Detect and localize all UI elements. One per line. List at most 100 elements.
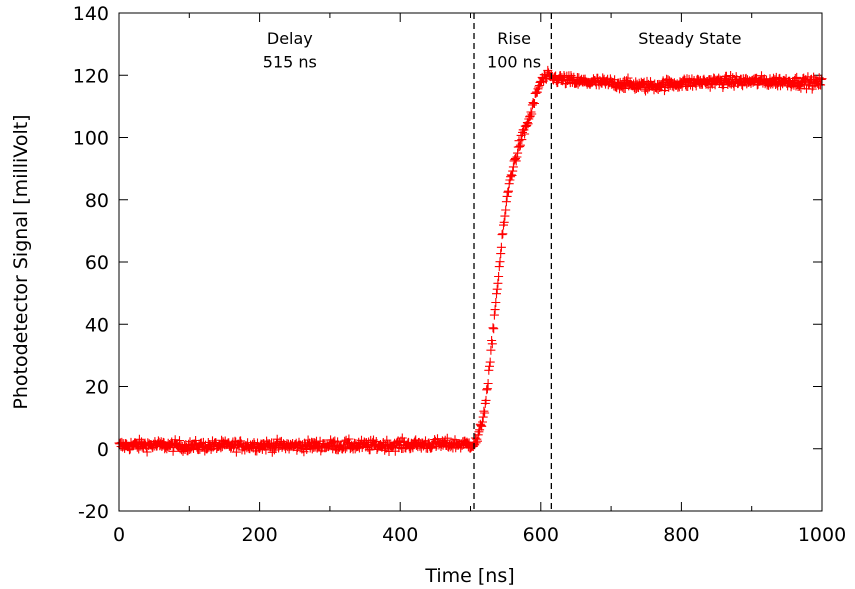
data-point [501,205,511,215]
data-point [168,446,178,456]
data-point [484,365,494,375]
data-point [490,305,500,315]
data-point [522,118,532,128]
data-point [526,107,536,117]
data-point [508,166,518,176]
data-point [530,99,539,108]
y-axis-label: Photodetector Signal [milliVolt] [10,114,32,409]
data-point [531,88,541,98]
data-point [442,433,452,443]
data-point [527,109,537,119]
data-point [790,74,800,83]
data-point [471,438,481,448]
data-point [486,345,496,355]
x-tick-label: 200 [241,524,277,546]
data-point [493,278,503,288]
data-point [501,197,511,207]
data-point [397,433,407,443]
data-point [497,230,507,240]
data-point [472,434,482,444]
annotation-text: Delay [267,29,313,48]
data-point [504,179,514,189]
y-tick-label: 60 [85,252,109,274]
data-point [380,445,390,455]
data-point [513,148,523,158]
x-tick-label: 600 [523,524,559,546]
data-point [523,119,533,129]
data-point [710,80,720,90]
annotation-text: Steady State [638,29,741,48]
data-point [495,257,505,267]
data-point [816,80,826,90]
ticks [118,12,823,512]
data-point [508,162,518,172]
plot-frame [118,12,823,512]
data-point [494,272,504,281]
y-tick-label: 140 [73,3,109,25]
data-point [267,447,277,457]
data-point [485,357,495,367]
data-point [473,436,482,446]
data-point [527,100,537,110]
data-point [507,171,517,180]
x-tick-label: 400 [382,524,418,546]
x-tick-label: 800 [663,524,699,546]
y-tick-label: 80 [85,190,109,212]
data-point [482,384,492,394]
data-point [503,187,513,197]
data-point [735,76,745,86]
data-point [485,361,494,371]
data-point [506,170,516,180]
y-tick-label: 120 [73,65,109,87]
data-point [175,436,184,446]
data-point [474,427,484,437]
data-point [496,242,506,252]
data-point [477,421,487,431]
data-point [517,135,527,145]
data-point [475,419,485,429]
data-point [520,129,530,139]
data-point [500,211,510,221]
data-point [512,152,522,162]
y-tick-label: 100 [73,128,109,150]
data-point [499,217,509,227]
data-point [170,435,180,445]
annotations: Delay 515 ns Rise 100 ns Steady State [263,29,742,71]
data-point [726,71,736,80]
series-points [114,65,827,457]
x-tick-label: 1000 [798,524,846,546]
annotation-text: 100 ns [487,52,541,71]
data-point [231,447,241,457]
data-point [478,417,487,427]
phase-dividers [473,13,552,511]
data-point [525,111,535,121]
data-point [623,73,633,83]
annotation-text: Rise [497,29,531,48]
data-point [738,81,748,91]
y-tick-label: 40 [85,314,109,336]
data-point [479,406,489,416]
y-tick-label: 0 [97,439,109,461]
data-point [795,81,804,91]
y-tick-label: 20 [85,377,109,399]
data-point [504,186,513,196]
data-point [534,82,544,92]
data-point [142,447,152,457]
x-tick-label: 0 [113,524,125,546]
data-point [816,74,826,84]
data-point [528,98,538,107]
data-point [510,154,520,164]
data-point [498,229,508,239]
data-point [440,435,450,445]
data-point [491,298,501,307]
data-point [483,379,493,388]
data-point [462,437,472,447]
y-tick-label: -20 [78,501,109,523]
data-point [433,434,442,444]
data-point [489,310,499,320]
data-point [480,408,490,418]
data-point [502,191,512,201]
data-point [488,323,498,333]
